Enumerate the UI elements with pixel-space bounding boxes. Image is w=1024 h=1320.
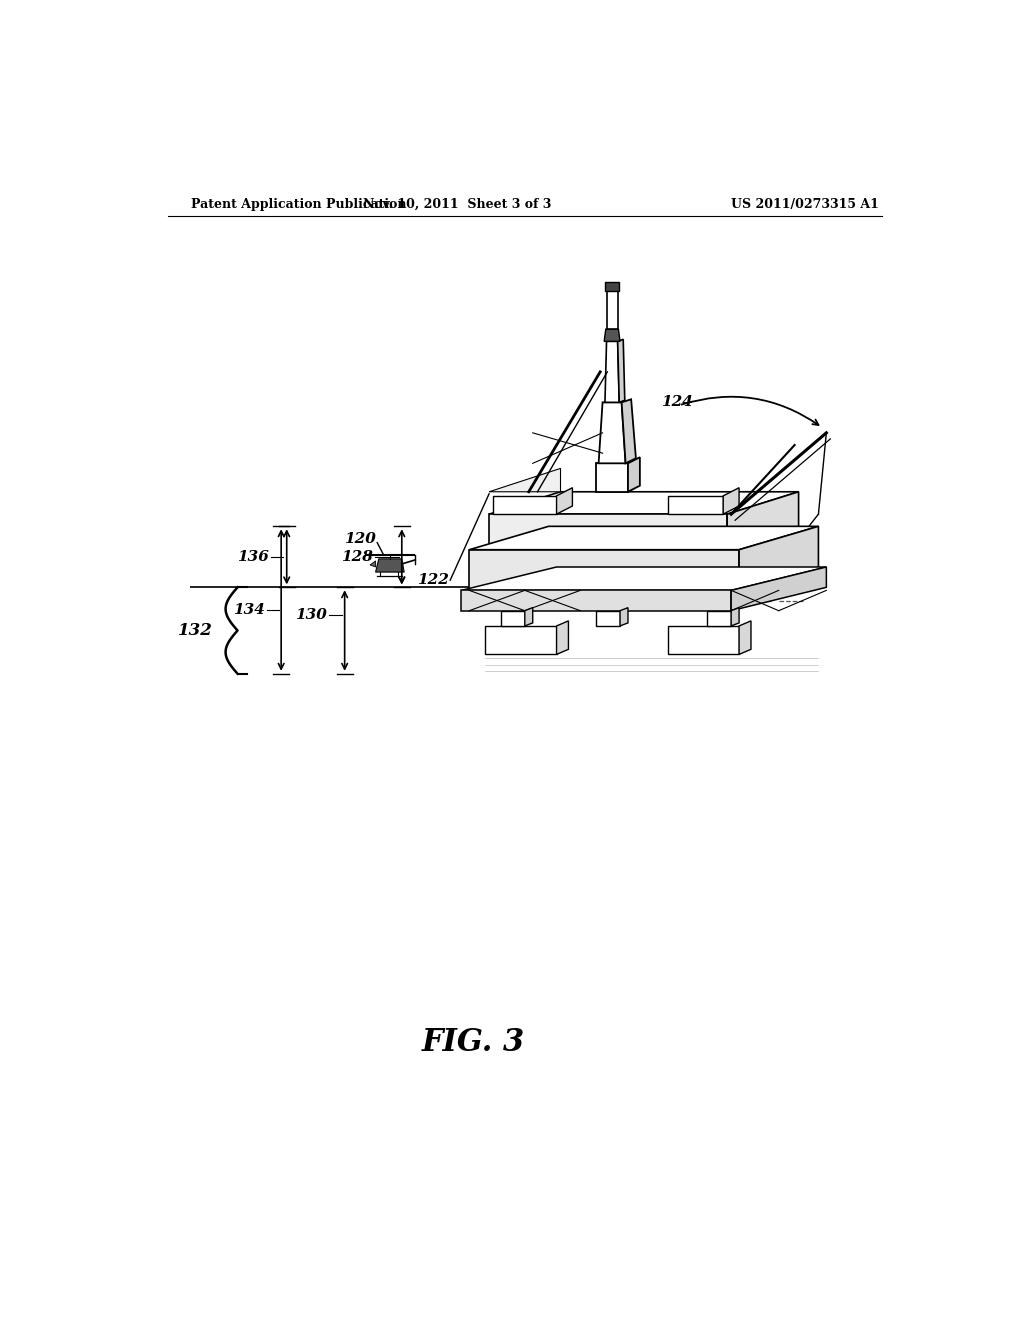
Polygon shape <box>605 342 620 403</box>
Text: FIG. 3: FIG. 3 <box>422 1027 525 1059</box>
Polygon shape <box>620 607 628 626</box>
Text: US 2011/0273315 A1: US 2011/0273315 A1 <box>731 198 879 211</box>
Polygon shape <box>501 611 524 626</box>
Polygon shape <box>376 558 404 572</box>
Text: Nov. 10, 2011  Sheet 3 of 3: Nov. 10, 2011 Sheet 3 of 3 <box>364 198 552 211</box>
Polygon shape <box>739 620 751 655</box>
Polygon shape <box>469 549 739 590</box>
Polygon shape <box>489 469 560 492</box>
Text: 136: 136 <box>238 550 269 564</box>
Polygon shape <box>617 339 625 403</box>
Polygon shape <box>370 561 376 568</box>
Polygon shape <box>461 568 826 590</box>
Polygon shape <box>596 463 628 492</box>
Polygon shape <box>739 527 818 590</box>
Polygon shape <box>461 590 731 611</box>
Polygon shape <box>708 611 731 626</box>
Polygon shape <box>668 626 739 655</box>
Polygon shape <box>485 626 557 655</box>
Polygon shape <box>604 329 620 342</box>
Polygon shape <box>622 399 636 463</box>
Polygon shape <box>731 607 739 626</box>
Text: 130: 130 <box>295 609 327 622</box>
Polygon shape <box>494 496 557 515</box>
Text: 124: 124 <box>662 395 693 409</box>
Polygon shape <box>668 496 723 515</box>
Polygon shape <box>557 487 572 515</box>
Polygon shape <box>596 611 620 626</box>
Polygon shape <box>606 290 617 329</box>
Polygon shape <box>469 527 818 549</box>
Polygon shape <box>489 492 799 515</box>
Polygon shape <box>605 282 620 290</box>
Polygon shape <box>628 457 640 492</box>
Text: 132: 132 <box>178 622 213 639</box>
Text: 122: 122 <box>417 573 449 587</box>
Polygon shape <box>524 607 532 626</box>
Text: 134: 134 <box>232 603 264 618</box>
Polygon shape <box>723 487 739 515</box>
Text: 120: 120 <box>344 532 376 545</box>
Polygon shape <box>489 515 727 549</box>
Polygon shape <box>557 620 568 655</box>
Polygon shape <box>599 403 626 463</box>
Polygon shape <box>731 568 826 611</box>
Polygon shape <box>727 492 799 549</box>
Text: Patent Application Publication: Patent Application Publication <box>191 198 407 211</box>
Text: 128: 128 <box>341 550 373 564</box>
